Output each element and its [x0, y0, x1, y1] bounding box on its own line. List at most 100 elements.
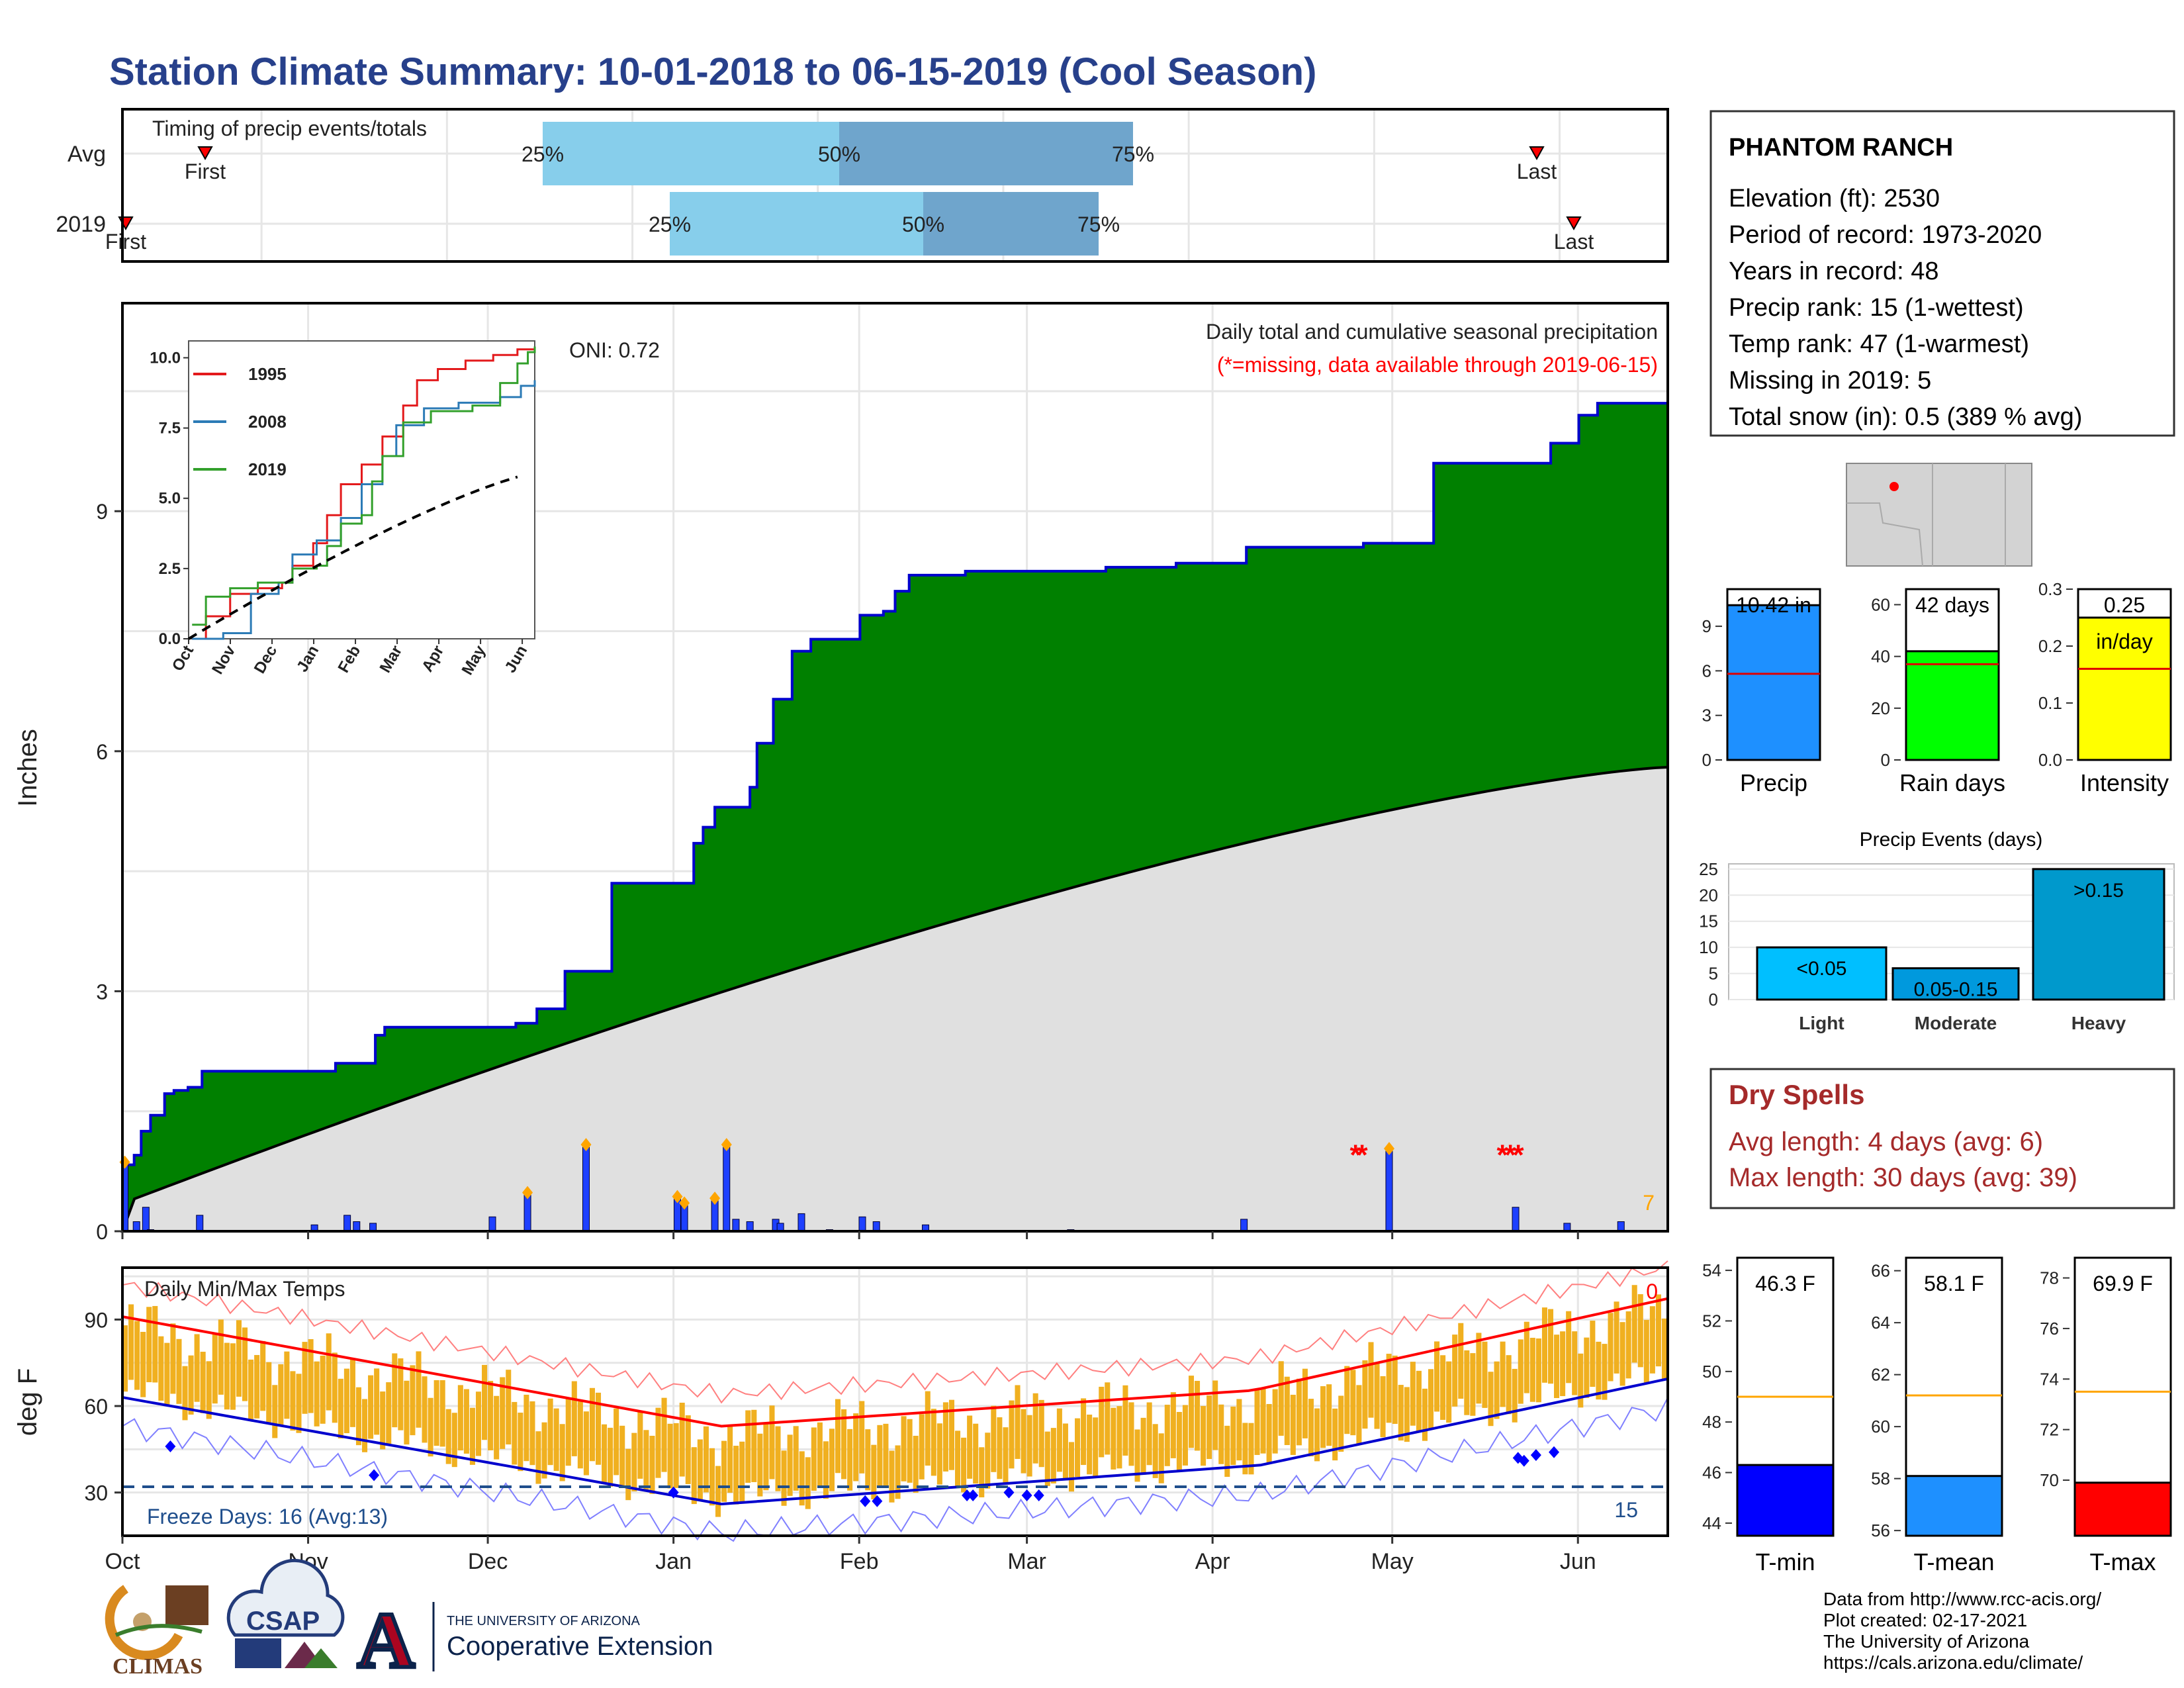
daily-temp-bar	[374, 1368, 380, 1435]
csap-logo: CSAP	[226, 1558, 345, 1668]
daily-temp-bar	[338, 1378, 343, 1438]
stat-bar-value-label: 10.42 in	[1736, 593, 1811, 617]
daily-temp-bar	[278, 1364, 284, 1426]
inset-legend-label: 1995	[248, 364, 287, 384]
daily-temp-bar	[1356, 1385, 1362, 1445]
temp-y-tick-label: 60	[84, 1395, 108, 1419]
stat-bar-tick-label: 0.0	[2038, 750, 2062, 770]
stat-bar-unit-label: in/day	[2096, 630, 2152, 653]
daily-temp-bar	[1201, 1405, 1206, 1466]
temp-caption: Daily Min/Max Temps	[144, 1277, 345, 1301]
freeze-day-marker	[1518, 1454, 1529, 1467]
event-marker	[1383, 1142, 1394, 1156]
precip-y-tick-label: 0	[96, 1220, 108, 1244]
daily-temp-bar	[1590, 1321, 1596, 1387]
timing-25-label: 25%	[649, 212, 691, 236]
daily-temp-bar	[1021, 1409, 1026, 1474]
precip-y-tick-label: 3	[96, 980, 108, 1004]
first-event-label: First	[185, 160, 226, 183]
daily-temp-bar	[188, 1355, 194, 1415]
inset-legend-label: 2008	[248, 412, 287, 432]
daily-temp-bar	[667, 1423, 673, 1489]
daily-temp-bar	[523, 1394, 529, 1462]
event-marker	[522, 1186, 533, 1199]
daily-temp-bar	[1584, 1337, 1590, 1398]
daily-temp-bar	[433, 1380, 439, 1446]
daily-temp-bar	[1044, 1431, 1050, 1486]
precip-caption: Daily total and cumulative seasonal prec…	[1206, 320, 1658, 344]
daily-temp-bar	[1578, 1353, 1584, 1408]
daily-precip-bar	[1617, 1221, 1625, 1232]
inset-y-tick-label: 0.0	[159, 630, 181, 648]
freeze-days-value: 15	[1614, 1498, 1638, 1522]
events-tick-label: 0	[1709, 990, 1718, 1009]
daily-temp-bar	[362, 1399, 368, 1452]
daily-temp-bar	[1338, 1395, 1344, 1452]
stat-bar-tick-label: 0.3	[2038, 579, 2062, 599]
daily-temp-bar	[1254, 1389, 1260, 1455]
daily-temp-bar	[637, 1411, 643, 1479]
daily-temp-bar	[1176, 1411, 1182, 1470]
timing-row-label: Avg	[68, 142, 106, 167]
temp-bar-value-label: 58.1 F	[1924, 1272, 1984, 1295]
daily-temp-bar	[302, 1342, 308, 1414]
daily-temp-bar	[1614, 1301, 1619, 1374]
daily-temp-bar	[1464, 1350, 1470, 1415]
daily-temp-bar	[847, 1429, 853, 1491]
missing-data-marker: *	[1512, 1139, 1524, 1172]
timing-bar-25-50	[543, 122, 839, 185]
timing-frame	[121, 108, 1669, 263]
daily-temp-bar	[715, 1466, 721, 1517]
daily-temp-bar	[1380, 1376, 1386, 1438]
daily-temp-bar	[745, 1410, 751, 1483]
daily-temp-bar	[757, 1433, 763, 1497]
daily-temp-bar	[1056, 1408, 1062, 1472]
normal-min-line	[122, 1378, 1668, 1506]
normal-max-line	[122, 1297, 1668, 1428]
daily-temp-bar	[721, 1440, 727, 1502]
temp-bar-value-label: 69.9 F	[2093, 1272, 2153, 1295]
daily-temp-bar	[1362, 1360, 1368, 1429]
daily-precip-bar	[142, 1207, 150, 1232]
daily-temp-bar	[769, 1405, 775, 1479]
inset-y-tick-label: 7.5	[159, 420, 181, 438]
daily-temp-bar	[1470, 1353, 1476, 1416]
temp-bar-value-label: 46.3 F	[1755, 1272, 1815, 1295]
daily-precip-bar	[797, 1213, 805, 1232]
stat-bar-label: Intensity	[2080, 769, 2169, 796]
daily-temp-bar	[463, 1389, 469, 1454]
inset-x-tick-label: Jun	[502, 643, 531, 676]
daily-temp-bar	[961, 1437, 967, 1493]
daily-temp-bar	[332, 1352, 338, 1423]
daily-temp-bar	[146, 1307, 152, 1383]
stat-bar-fill	[2077, 616, 2172, 761]
daily-temp-bar	[1374, 1362, 1380, 1429]
daily-temp-bar	[200, 1352, 206, 1413]
daily-temp-bar	[1032, 1393, 1038, 1464]
daily-temp-bar	[1038, 1399, 1044, 1468]
daily-temp-bar	[931, 1409, 936, 1476]
daily-temp-bar	[1320, 1386, 1326, 1448]
temp-bar-fill	[1736, 1464, 1835, 1537]
daily-temp-bar	[787, 1434, 793, 1496]
daily-temp-bar	[404, 1380, 410, 1445]
daily-temp-bar	[565, 1398, 571, 1466]
daily-temp-bar	[451, 1413, 457, 1468]
freeze-day-marker	[369, 1469, 380, 1481]
daily-temp-bar	[763, 1424, 769, 1491]
daily-temp-bar	[1476, 1333, 1482, 1404]
temperature-panel: 306090OctNovDecJanFebMarAprMayJundeg FDa…	[13, 1260, 1669, 1574]
daily-temp-bar	[152, 1305, 158, 1383]
stat-bar-fill	[1905, 650, 2000, 761]
temp-bar-tick-label: 60	[1871, 1417, 1890, 1436]
daily-precip-bar	[1385, 1150, 1393, 1232]
daily-temp-bar	[871, 1444, 877, 1499]
page-title: Station Climate Summary: 10-01-2018 to 0…	[109, 50, 1316, 93]
inset-y-tick-label: 2.5	[159, 560, 181, 578]
daily-temp-bar	[500, 1377, 506, 1449]
daily-temp-bar	[679, 1403, 685, 1477]
daily-temp-bar	[925, 1391, 931, 1466]
month-tick-label: Jun	[1560, 1549, 1596, 1574]
